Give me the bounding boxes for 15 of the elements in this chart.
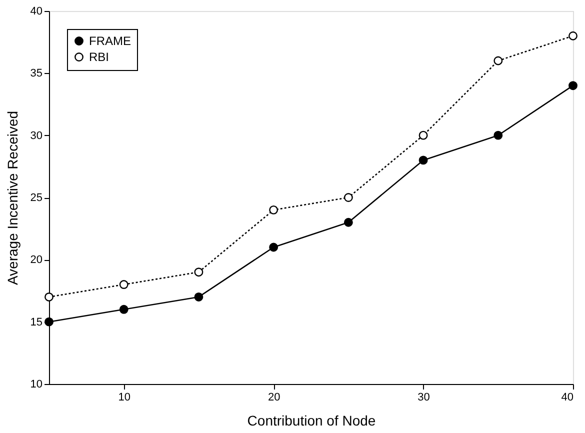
x-tick-label: 20 bbox=[268, 392, 280, 404]
legend-label: FRAME bbox=[89, 34, 131, 48]
y-axis-title: Average Incentive Received bbox=[4, 110, 20, 286]
y-tick-label: 40 bbox=[30, 6, 42, 18]
y-tick-label: 30 bbox=[30, 130, 42, 142]
y-tick-label: 15 bbox=[30, 316, 42, 328]
x-axis-title: Contribution of Node bbox=[247, 412, 376, 428]
x-tick-label: 30 bbox=[418, 392, 430, 404]
x-tick-label: 40 bbox=[561, 392, 574, 404]
y-tick-label: 10 bbox=[30, 378, 42, 390]
legend-label: RBI bbox=[89, 50, 110, 64]
y-tick-label: 35 bbox=[30, 68, 42, 80]
x-tick-label: 10 bbox=[118, 392, 130, 404]
y-tick-label: 25 bbox=[30, 192, 42, 204]
y-tick-label: 20 bbox=[30, 254, 42, 266]
